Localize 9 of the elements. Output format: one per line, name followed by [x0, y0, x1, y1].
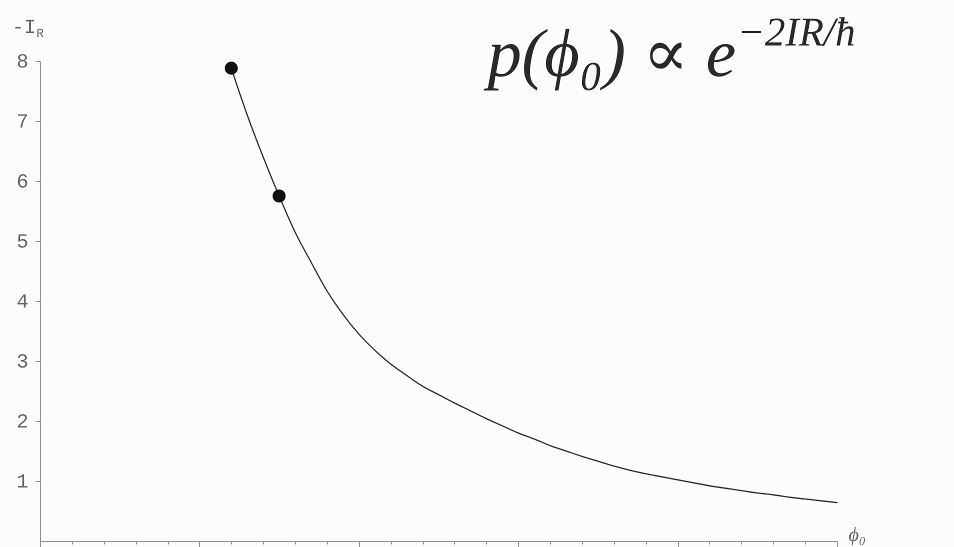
y-tick-label: 2 — [16, 412, 28, 434]
y-tick-label: 5 — [16, 232, 28, 254]
y-tick-label: 3 — [16, 352, 28, 374]
y-tick-label: 1 — [16, 472, 28, 494]
x-axis-title: ϕ₀ — [848, 524, 866, 546]
y-tick-label: 8 — [16, 52, 28, 74]
y-tick-label: 4 — [16, 292, 28, 314]
y-tick-label: 6 — [16, 172, 28, 194]
y-tick-label: 7 — [16, 112, 28, 134]
